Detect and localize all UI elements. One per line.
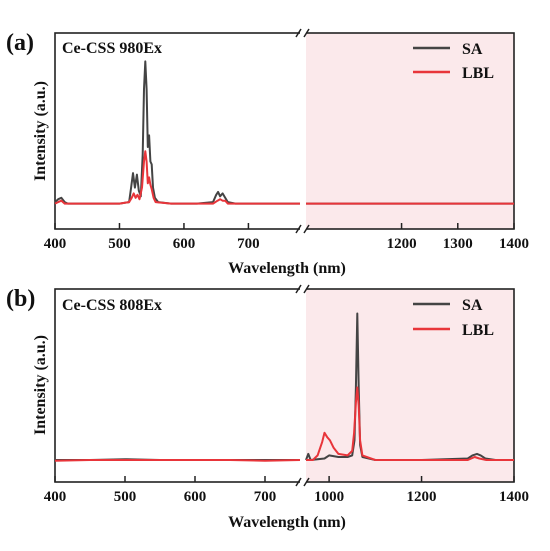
panel-b-series-sa-right: [305, 312, 514, 461]
panel-b-legend: SA LBL: [413, 297, 494, 339]
panel-a-label: (a): [6, 30, 34, 56]
panel-a-x-tick-label-400: 400: [44, 236, 67, 252]
panel-b-y-axis-title: Intensity (a.u.): [32, 335, 49, 435]
panel-b-series-lbl-right: [306, 386, 514, 461]
panel-b-series-lbl-left: [54, 459, 301, 462]
panel-a-legend-lbl-label: LBL: [462, 65, 494, 82]
panel-b-x-tick-label-400: 400: [44, 489, 67, 505]
panel-a-shaded-region: [306, 33, 514, 229]
panel-b-legend-sa-label: SA: [462, 297, 483, 314]
panel-b-x-tick-label-500: 500: [114, 489, 137, 505]
panel-a-x-axis-title: Wavelength (nm): [228, 260, 346, 277]
panel-b-legend-lbl-label: LBL: [462, 322, 494, 339]
panel-a-x-tick-label-700: 700: [237, 236, 260, 252]
panel-b-plot-area: [54, 312, 514, 462]
panel-a-y-axis-title: Intensity (a.u.): [32, 81, 49, 181]
panel-a-break-mark-bottom: [295, 224, 310, 234]
panel-a-x-tick-label-600: 600: [173, 236, 196, 252]
panel-b-label: (b): [6, 286, 35, 312]
panel-a-title: Ce-CSS 980Ex: [62, 40, 162, 57]
panel-b-x-tick-label-700: 700: [254, 489, 277, 505]
panel-a-x-tick-label-1300: 1300: [443, 236, 473, 252]
panel-b-frame: [54, 288, 515, 483]
panel-a-break-mark-top: [295, 28, 310, 38]
panel-a-series-lbl-left: [54, 150, 300, 205]
panel-a-x-tick-label-1200: 1200: [387, 236, 417, 252]
panel-b-title: Ce-CSS 808Ex: [62, 297, 162, 314]
panel-b-x-tick-label-600: 600: [184, 489, 207, 505]
panel-a-frame: [54, 32, 515, 230]
panel-b-x-axis-title: Wavelength (nm): [228, 514, 346, 531]
panel-b-shaded-region: [306, 289, 514, 482]
panel-b-x-tick-label-1200: 1200: [407, 489, 437, 505]
panel-a-x-axis: 400 500 600 700 1200 1300 1400: [44, 223, 529, 252]
panel-a: 400 500 600 700 1200 1300 1400 (a) Ce-CSS 980E…: [6, 28, 529, 277]
panel-b: 400 500 600 700 1000 1200 1400 (b) Ce-CSS 808E…: [6, 284, 529, 531]
panel-a-legend: SA LBL: [413, 41, 494, 82]
panel-b-x-axis: 400 500 600 700 1000 1200 1400: [44, 476, 529, 505]
panel-a-legend-sa-label: SA: [462, 41, 483, 58]
panel-b-x-tick-label-1400: 1400: [499, 489, 529, 505]
panel-b-break-mark-bottom: [295, 477, 310, 487]
panel-a-x-tick-label-1400: 1400: [499, 236, 529, 252]
panel-a-break-gap: [300, 31, 306, 231]
panel-b-break-mark-top: [295, 284, 310, 294]
panel-b-break-gap: [300, 287, 306, 484]
panel-a-plot-area: [54, 60, 514, 205]
panel-a-series-sa-left: [54, 60, 300, 205]
panel-b-x-tick-label-1000: 1000: [314, 489, 344, 505]
panel-a-x-tick-label-500: 500: [108, 236, 131, 252]
